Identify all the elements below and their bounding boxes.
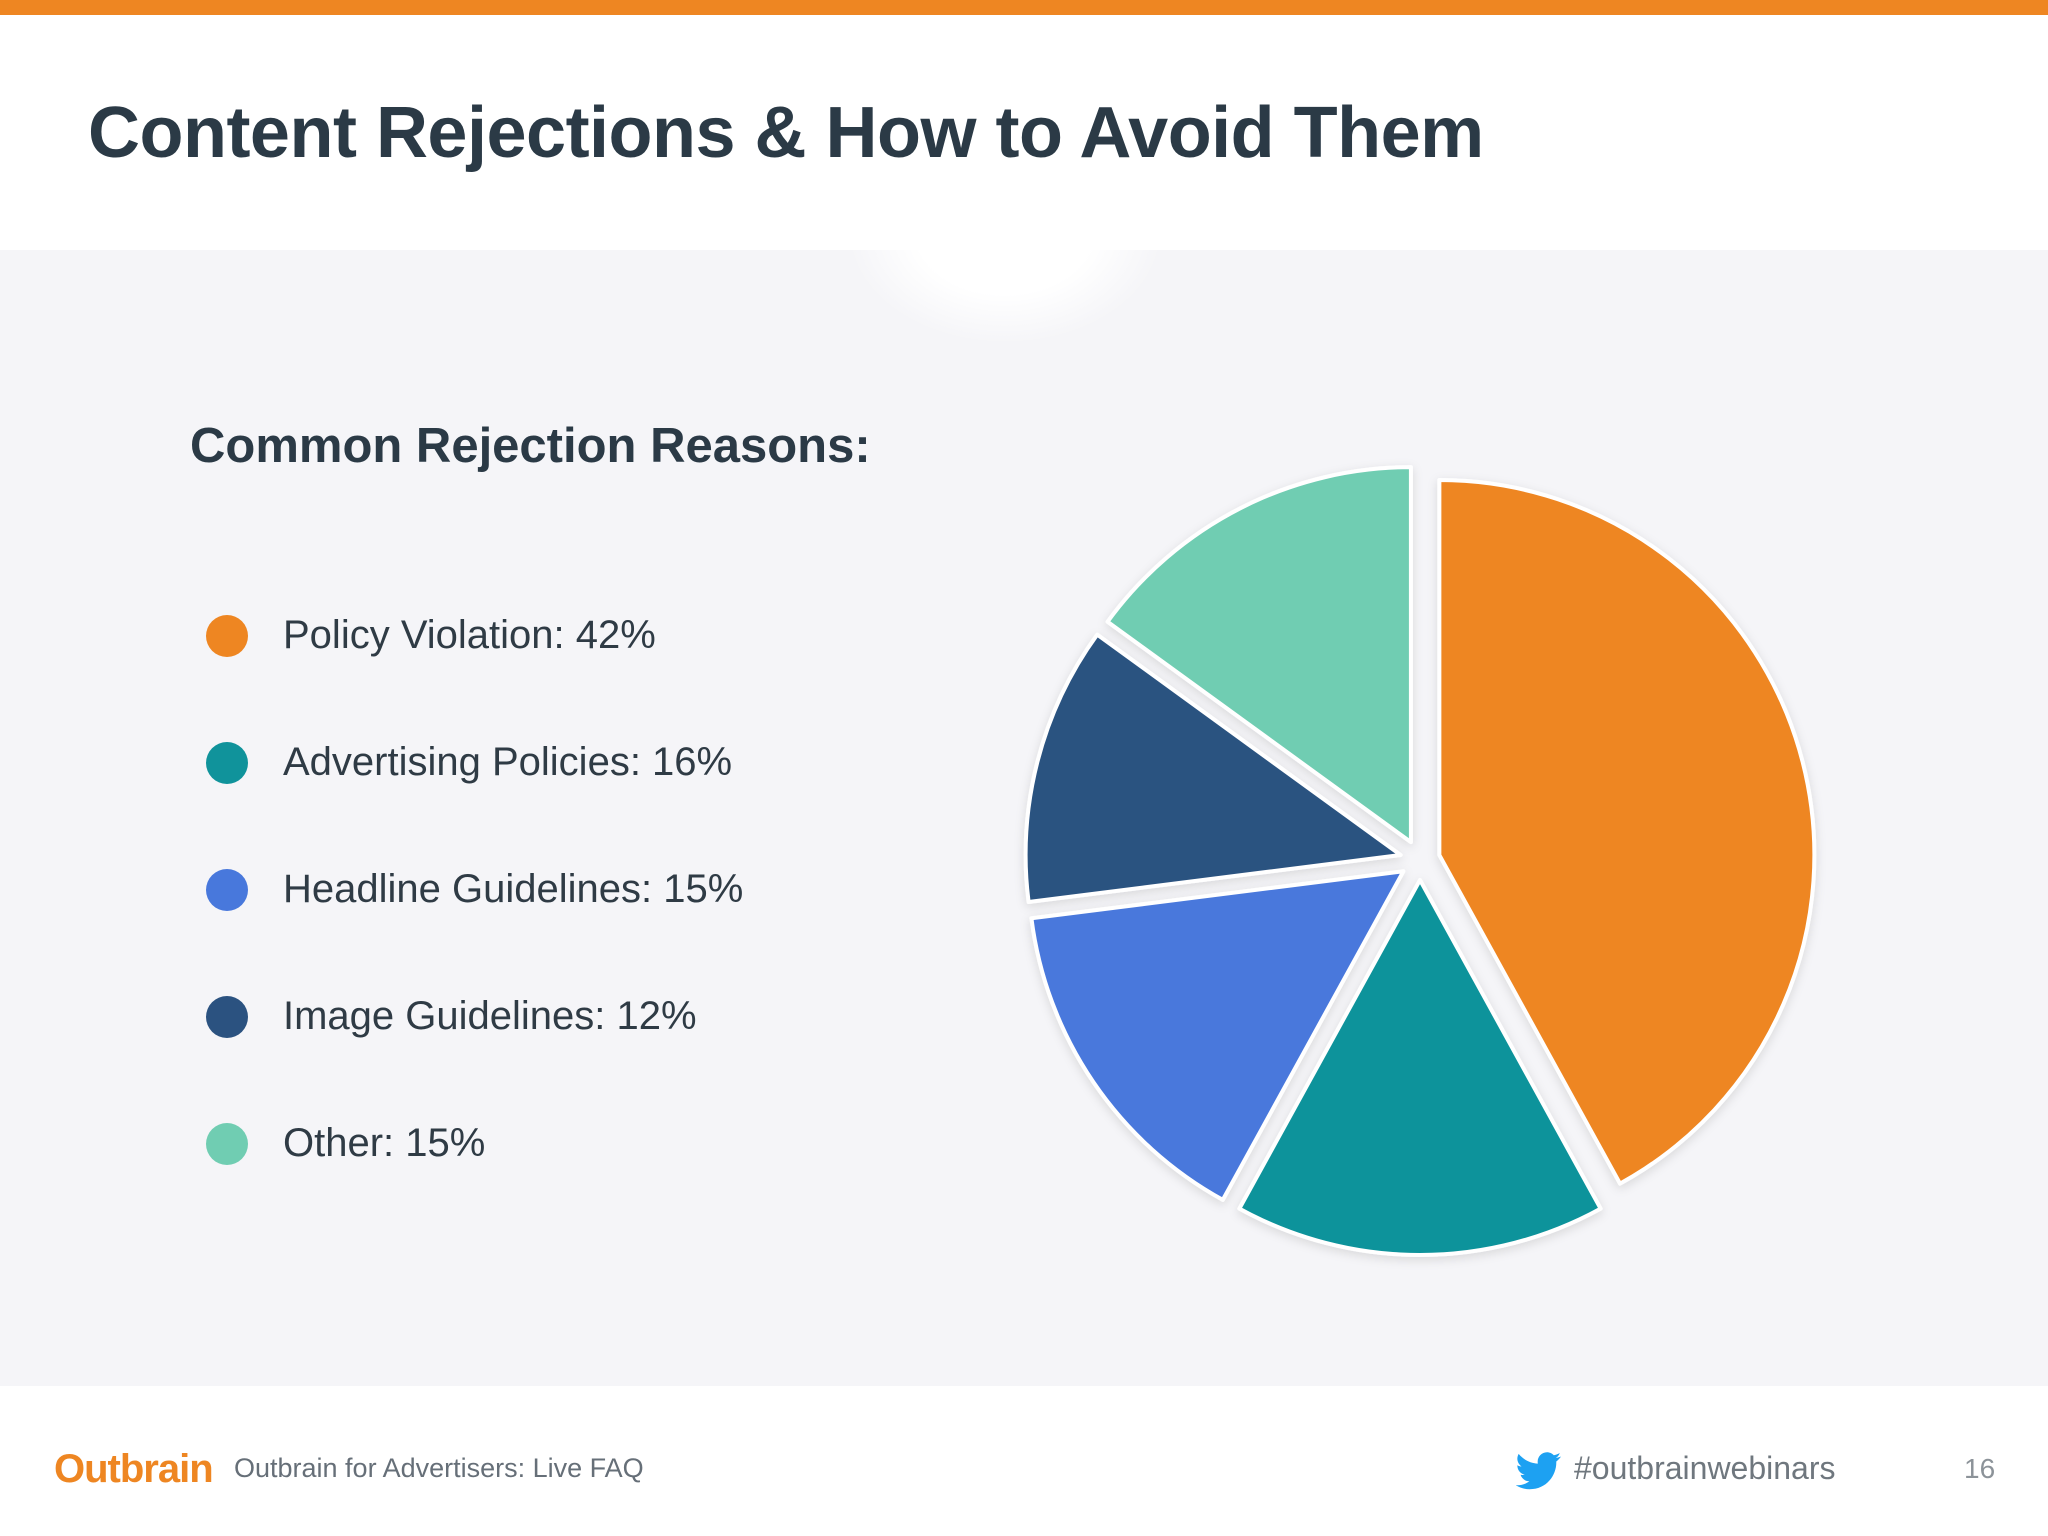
pie-slice-headline-guidelines xyxy=(1029,869,1406,1202)
legend-label: Policy Violation: 42% xyxy=(283,613,656,657)
legend-label: Advertising Policies: 16% xyxy=(283,740,733,784)
legend-label: Other: 15% xyxy=(283,1121,486,1165)
panel-notch xyxy=(850,232,1160,342)
outbrain-logo: Outbrain xyxy=(54,1447,214,1491)
slide-title: Content Rejections & How to Avoid Them xyxy=(88,93,1484,173)
legend-swatch xyxy=(206,615,248,657)
footer-hashtag: #outbrainwebinars xyxy=(1574,1450,1836,1486)
footer-presentation-title: Outbrain for Advertisers: Live FAQ xyxy=(234,1453,644,1483)
pie-slice-advertising-policies xyxy=(1237,878,1603,1257)
pie-slice-image-guidelines xyxy=(1023,632,1403,905)
pie-slice-other xyxy=(1105,465,1413,845)
legend-label: Image Guidelines: 12% xyxy=(283,994,697,1038)
legend-swatch xyxy=(206,996,248,1038)
pie-chart xyxy=(1023,465,1817,1257)
section-heading: Common Rejection Reasons: xyxy=(190,419,871,473)
legend-label: Headline Guidelines: 15% xyxy=(283,867,744,911)
top-accent-bar xyxy=(0,0,2048,15)
twitter-bird-icon xyxy=(1516,1452,1562,1490)
legend-swatch xyxy=(206,869,248,911)
page-number: 16 xyxy=(1964,1453,1996,1484)
pie-slice-policy-violation xyxy=(1437,478,1817,1186)
legend-swatch xyxy=(206,1123,248,1165)
legend-swatch xyxy=(206,742,248,784)
